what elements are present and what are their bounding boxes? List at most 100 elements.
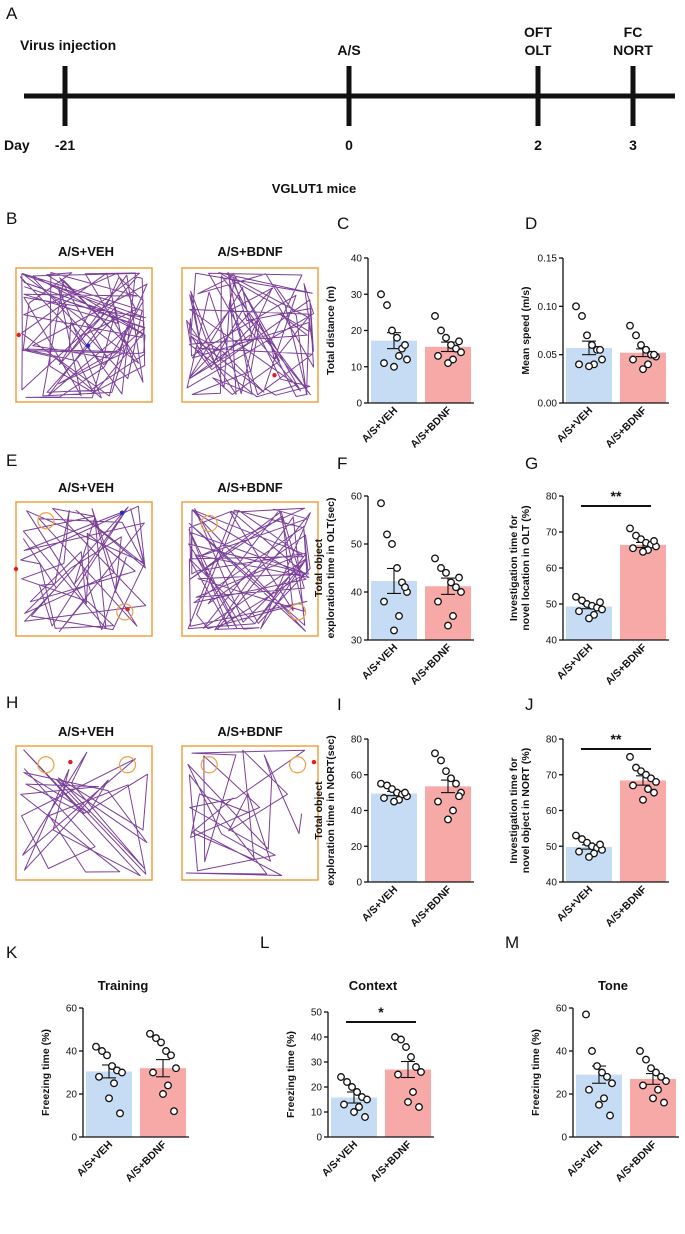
data-point [437,564,445,572]
bar-bdnf [620,352,666,403]
timeline-label-as: A/S [337,42,360,58]
data-point [95,1072,103,1081]
data-point [167,1051,175,1060]
x-category-label: A/S+VEH [555,642,595,682]
y-tick-label: 0 [316,1133,322,1144]
panel-label-b: B [6,209,17,228]
data-point [409,1088,417,1096]
data-point [401,788,409,797]
data-point [103,1051,111,1060]
y-tick-label: 0.10 [538,302,558,313]
y-tick-label: 60 [66,1004,78,1015]
track-title-e-veh: A/S+VEH [58,480,114,495]
data-point [598,1068,606,1077]
timeline-label-virus: Virus injection [20,37,116,53]
y-axis-label: Freezing time (%) [40,1029,52,1116]
track-title-h-veh: A/S+VEH [58,724,114,739]
arena-position-marker [311,759,317,765]
data-point [157,1038,165,1047]
x-category-label: A/S+BDNF [408,404,454,450]
data-point [647,1064,655,1073]
timeline-label-olt: OLT [525,42,552,58]
x-category-label: A/S+BDNF [123,1138,169,1184]
data-point [639,795,647,804]
data-point [431,554,439,563]
panel-label-c: C [337,214,349,233]
bar-bdnf [425,786,471,882]
data-point [449,612,457,620]
data-point [442,333,450,342]
x-category-label: A/S+VEH [565,1139,605,1179]
data-point [585,362,593,371]
arena-track-path [186,271,315,398]
arena-b-bdnf [181,267,319,403]
data-point [642,345,650,354]
data-point [431,312,439,320]
bar-bdnf [620,544,666,640]
data-point [442,568,450,577]
y-tick-label: 50 [546,842,558,853]
y-tick-label: 40 [351,806,363,817]
arena-object-zone [37,756,55,774]
data-point [595,1100,603,1109]
data-point [650,350,658,359]
y-tick-label: 0.15 [538,254,558,265]
data-point [403,355,411,364]
y-tick-label: 10 [311,1108,323,1119]
arena-position-marker [68,759,73,765]
y-tick-label: 0 [71,1133,77,1144]
chart-i: 0 20 40 60 80 A/S+VEH A/S+BDNF Total object expl… [313,735,474,929]
arena-position-marker [13,566,19,572]
arena-position-marker [125,607,130,612]
data-point [636,1047,644,1055]
data-point [455,792,463,801]
data-point [390,797,398,806]
data-point [575,847,583,856]
x-category-label: A/S+VEH [555,884,595,924]
y-tick-label: 40 [351,254,363,265]
y-axis-label: Mean speed (m/s) [520,286,532,374]
data-point [377,290,385,299]
timeline-day-as: 0 [345,137,353,153]
data-point [639,1081,647,1090]
y-tick-label: 40 [351,588,363,599]
y-tick-label: 60 [351,492,363,503]
bar-bdnf [630,1078,676,1137]
data-point [649,1094,657,1103]
y-tick-label: 30 [351,636,363,647]
data-point [572,302,580,311]
arena-border [181,501,319,637]
y-axis-label: Freezing time (%) [530,1029,542,1116]
data-point [105,1094,113,1103]
y-axis-label: Total object [313,538,325,597]
data-point [170,1107,178,1116]
data-point [377,499,385,508]
arena-track-path [185,749,306,876]
arena-object-zone [289,603,307,621]
data-point [447,578,455,587]
y-axis-label: Investigation time for [508,757,520,863]
chart-l: 0 10 20 30 40 50 A/S+VEH A/S+BDNF Freezing time … [285,978,434,1184]
bar-veh [566,347,612,403]
chart-m: 0 20 40 60 A/S+VEH A/S+BDNF Freezing time (%) T… [530,978,679,1184]
y-tick-label: 80 [351,735,363,746]
timeline-day-virus: -21 [55,137,75,153]
bar-bdnf [140,1068,186,1137]
timeline-day-label: Day [4,137,30,153]
arena-position-marker [272,373,277,378]
data-point [434,797,442,806]
data-point [444,815,452,824]
data-point [393,564,401,572]
bar-bdnf [425,586,471,640]
data-point [395,351,403,360]
data-point [582,1010,590,1019]
significance-label: ** [611,488,622,504]
data-point [606,1111,614,1120]
data-point [404,1098,412,1106]
arena-track-plots [13,267,319,881]
arena-position-marker [16,332,21,338]
arena-object-zone [118,756,137,774]
y-axis-label: novel object in NORT (%) [520,748,532,873]
y-tick-label: 40 [311,1033,323,1044]
